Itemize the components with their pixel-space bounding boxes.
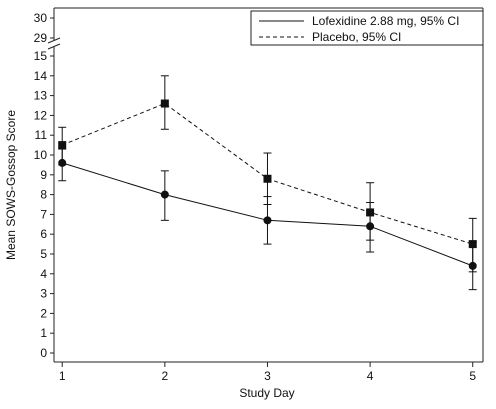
y-tick-label: 14 bbox=[34, 69, 48, 83]
x-tick-label: 1 bbox=[59, 369, 66, 383]
y-tick-label: 15 bbox=[34, 49, 48, 63]
y-tick-label: 2 bbox=[40, 306, 47, 320]
y-tick-label: 11 bbox=[35, 128, 48, 142]
axis-break-mark bbox=[47, 37, 61, 44]
y-tick-label: 1 bbox=[40, 326, 47, 340]
data-point-placebo bbox=[58, 141, 67, 150]
y-tick-label: 3 bbox=[40, 287, 47, 301]
y-tick-label: 12 bbox=[34, 108, 48, 122]
x-axis-title: Study Day bbox=[239, 386, 294, 400]
chart-marks bbox=[58, 75, 477, 291]
data-point-lofexidine bbox=[160, 190, 169, 199]
legend-label-placebo: Placebo, 95% CI bbox=[312, 30, 401, 44]
y-tick-label: 9 bbox=[40, 168, 47, 182]
y-tick-label: 8 bbox=[40, 188, 47, 202]
data-point-placebo bbox=[468, 240, 477, 249]
y-tick-label: 5 bbox=[40, 247, 47, 261]
y-tick-label: 13 bbox=[34, 89, 48, 103]
legend-label-lofexidine: Lofexidine 2.88 mg, 95% CI bbox=[312, 14, 459, 28]
y-tick-label: 4 bbox=[40, 267, 47, 281]
y-tick-label: 29 bbox=[34, 31, 48, 45]
y-tick-label: 7 bbox=[40, 207, 47, 221]
x-tick-label: 5 bbox=[469, 369, 476, 383]
y-tick-label: 30 bbox=[34, 11, 48, 25]
data-point-placebo bbox=[263, 174, 272, 183]
x-tick-label: 3 bbox=[264, 369, 271, 383]
y-axis-title: Mean SOWS-Gossop Score bbox=[4, 110, 18, 260]
legend: Lofexidine 2.88 mg, 95% CI Placebo, 95% … bbox=[250, 10, 484, 46]
y-tick-label: 0 bbox=[40, 346, 47, 360]
legend-box bbox=[250, 10, 484, 46]
data-point-lofexidine bbox=[263, 216, 272, 225]
x-tick-label: 4 bbox=[367, 369, 374, 383]
data-point-placebo bbox=[160, 99, 169, 108]
x-tick-label: 2 bbox=[161, 369, 168, 383]
y-tick-label: 10 bbox=[34, 148, 48, 162]
axis-break-mark bbox=[47, 43, 61, 50]
data-point-placebo bbox=[366, 208, 375, 217]
y-tick-label: 6 bbox=[40, 227, 47, 241]
